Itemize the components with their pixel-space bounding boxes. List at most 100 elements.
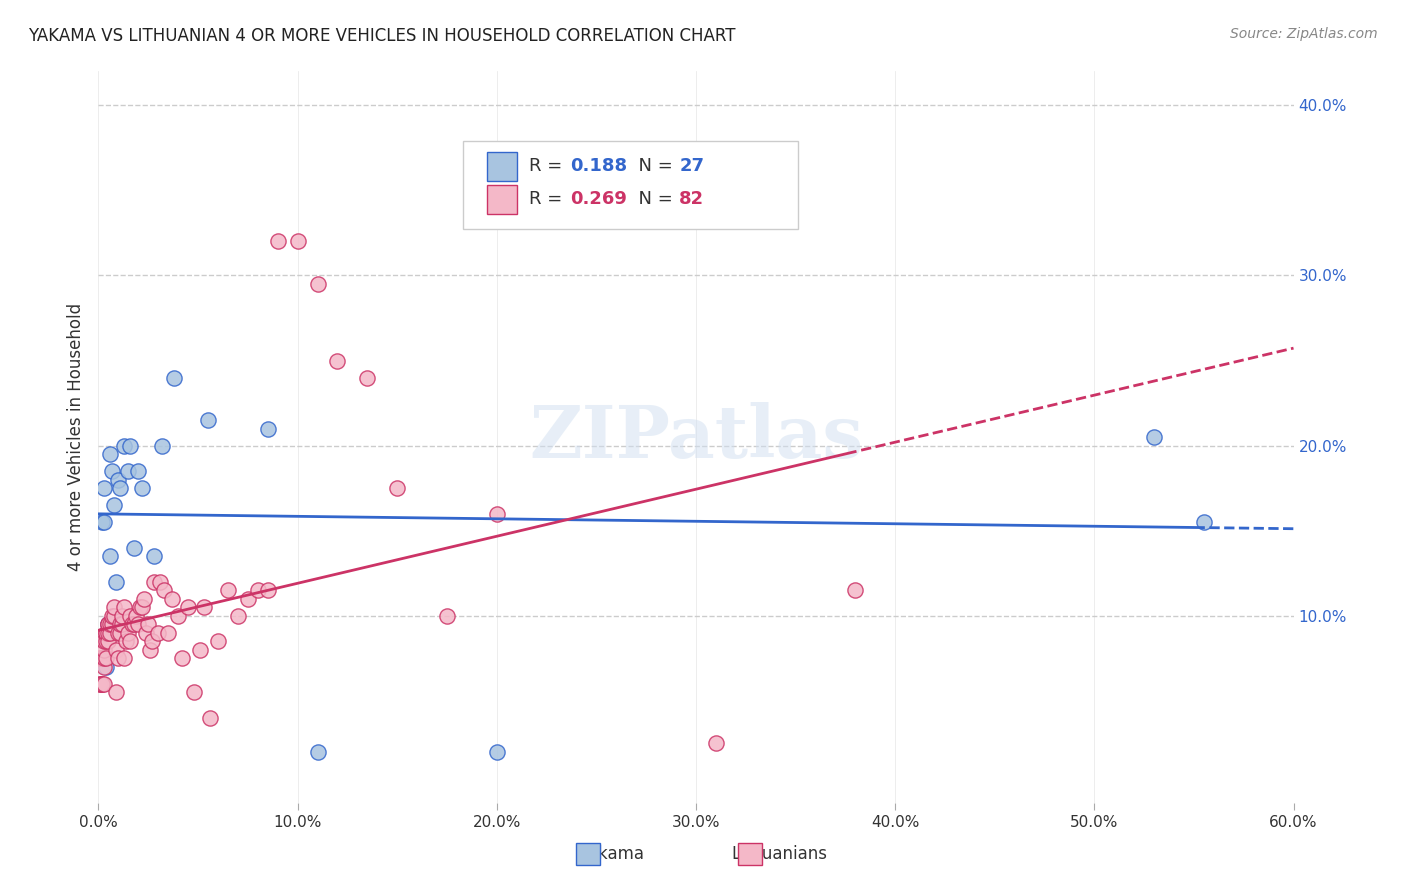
Point <box>117 625 139 640</box>
Point <box>96 651 118 665</box>
Point <box>307 277 329 291</box>
Point <box>127 617 149 632</box>
Point <box>93 642 115 657</box>
Point <box>193 600 215 615</box>
Point <box>96 634 118 648</box>
Point <box>217 583 239 598</box>
Point <box>96 659 118 673</box>
Point <box>97 625 120 640</box>
Point <box>287 235 309 249</box>
Point <box>326 353 349 368</box>
Point <box>127 464 149 478</box>
Text: Yakama: Yakama <box>581 845 644 863</box>
Point <box>97 617 120 632</box>
Point <box>207 634 229 648</box>
Point <box>704 736 727 750</box>
Point <box>121 617 143 632</box>
Point <box>120 608 142 623</box>
Point <box>134 591 156 606</box>
Point <box>150 439 173 453</box>
FancyBboxPatch shape <box>463 141 797 228</box>
Point <box>246 583 269 598</box>
Text: 0.269: 0.269 <box>571 190 627 209</box>
Point <box>157 625 180 640</box>
Point <box>98 549 122 563</box>
Point <box>117 464 139 478</box>
Point <box>136 617 159 632</box>
Point <box>153 583 176 598</box>
Point <box>93 634 115 648</box>
Point <box>177 600 200 615</box>
Point <box>160 591 183 606</box>
Point <box>124 617 146 632</box>
Text: 27: 27 <box>679 158 704 176</box>
Point <box>188 642 211 657</box>
Point <box>172 651 194 665</box>
Text: 82: 82 <box>679 190 704 209</box>
Point <box>91 677 114 691</box>
Point <box>129 600 152 615</box>
Text: R =: R = <box>529 190 568 209</box>
Point <box>91 677 114 691</box>
Point <box>101 608 124 623</box>
Point <box>96 625 118 640</box>
Point <box>197 413 219 427</box>
Point <box>124 541 146 555</box>
Text: N =: N = <box>627 190 678 209</box>
Point <box>115 634 138 648</box>
Point <box>120 439 142 453</box>
Point <box>93 659 115 673</box>
Text: 0.188: 0.188 <box>571 158 627 176</box>
Point <box>226 608 249 623</box>
Point <box>96 625 118 640</box>
Point <box>110 481 132 495</box>
Point <box>198 711 221 725</box>
Point <box>112 439 135 453</box>
Point <box>307 745 329 759</box>
Point <box>131 600 153 615</box>
Point <box>163 370 186 384</box>
Point <box>148 625 170 640</box>
Point <box>844 583 866 598</box>
Point <box>183 685 205 699</box>
Point <box>256 583 278 598</box>
Point <box>89 651 111 665</box>
Point <box>112 651 135 665</box>
Point <box>110 625 132 640</box>
Point <box>91 515 114 529</box>
Point <box>236 591 259 606</box>
Point <box>101 617 124 632</box>
Point <box>436 608 458 623</box>
Text: N =: N = <box>627 158 678 176</box>
Point <box>89 677 111 691</box>
Point <box>112 600 135 615</box>
Point <box>97 617 120 632</box>
Point <box>139 642 162 657</box>
Point <box>1192 515 1215 529</box>
Point <box>93 651 115 665</box>
Y-axis label: 4 or more Vehicles in Household: 4 or more Vehicles in Household <box>66 303 84 571</box>
Point <box>131 481 153 495</box>
Point <box>1143 430 1166 444</box>
Point <box>91 651 114 665</box>
FancyBboxPatch shape <box>738 843 762 865</box>
Point <box>105 574 128 589</box>
Point <box>103 608 125 623</box>
Point <box>107 651 129 665</box>
Point <box>356 370 378 384</box>
Point <box>103 498 125 512</box>
Point <box>97 617 120 632</box>
Point <box>98 617 122 632</box>
FancyBboxPatch shape <box>576 843 600 865</box>
Point <box>105 685 128 699</box>
Point <box>143 549 166 563</box>
Point <box>91 651 114 665</box>
Point <box>120 634 142 648</box>
Text: R =: R = <box>529 158 568 176</box>
Point <box>141 634 163 648</box>
Point <box>103 600 125 615</box>
Point <box>111 608 134 623</box>
Point <box>110 617 132 632</box>
Point <box>125 608 148 623</box>
Point <box>107 625 129 640</box>
